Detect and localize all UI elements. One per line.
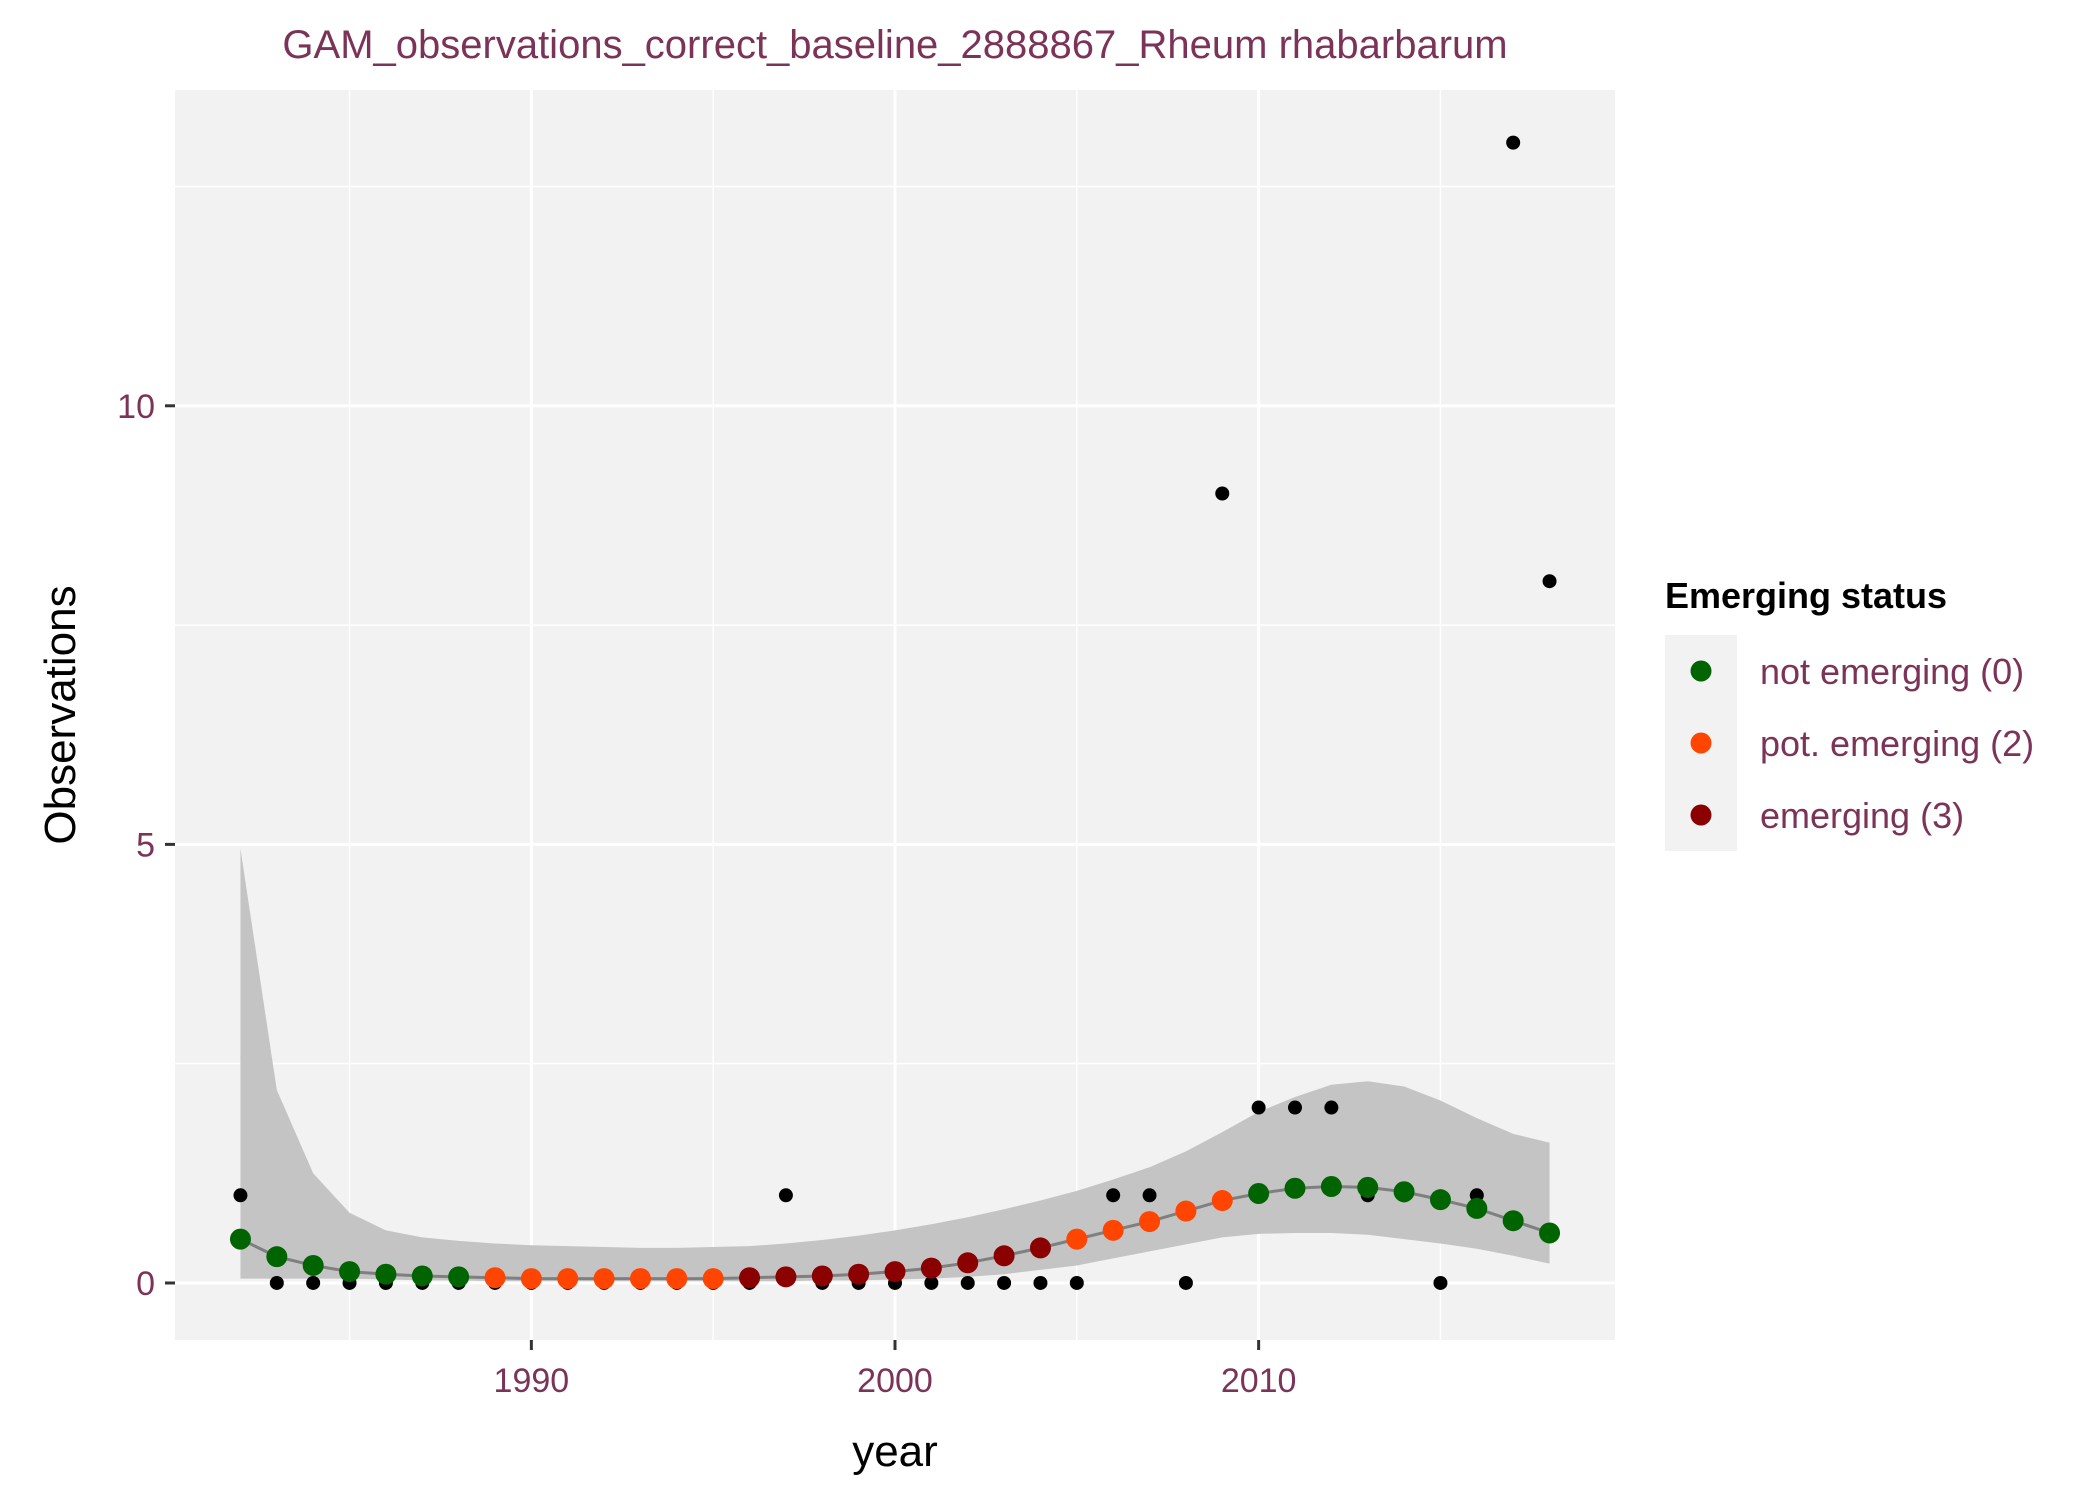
- observed-point: [1288, 1100, 1302, 1115]
- fitted-point: [520, 1268, 542, 1290]
- legend-entries: not emerging (0) pot. emerging (2) emergin…: [1690, 651, 2034, 836]
- observed-point: [1069, 1275, 1084, 1290]
- fitted-point: [848, 1263, 870, 1285]
- observed-point: [1542, 574, 1557, 589]
- legend-key: [1690, 732, 1712, 754]
- confidence-band: [240, 848, 1550, 1282]
- fitted-point: [411, 1265, 433, 1287]
- observed-point: [1215, 486, 1230, 501]
- observed-point: [1033, 1275, 1048, 1290]
- y-axis: 0 5 10: [117, 388, 175, 1303]
- legend: Emerging status not emerging (0) pot. eme…: [1665, 575, 2034, 851]
- fitted-point: [1211, 1190, 1233, 1212]
- fitted-point: [229, 1228, 251, 1250]
- fitted-point: [775, 1266, 797, 1288]
- fitted-point: [1320, 1175, 1342, 1197]
- fitted-point: [1357, 1176, 1379, 1198]
- fitted-point: [957, 1252, 979, 1274]
- fitted-point: [1502, 1210, 1524, 1232]
- fitted-point: [557, 1268, 579, 1290]
- x-axis: 1990 2000 2010: [494, 1340, 1297, 1400]
- fitted-point: [702, 1268, 724, 1290]
- fitted-point: [593, 1268, 615, 1290]
- legend-label: pot. emerging (2): [1760, 723, 2034, 764]
- x-tick-label: 2010: [1221, 1362, 1297, 1400]
- y-tick-label: 10: [117, 388, 155, 426]
- y-axis-title: Observations: [36, 585, 85, 844]
- observed-point: [233, 1188, 248, 1203]
- observed-point: [1142, 1188, 1157, 1203]
- observed-point: [1433, 1275, 1448, 1290]
- observed-point: [269, 1275, 284, 1290]
- observed-point: [924, 1275, 939, 1290]
- fitted-point: [920, 1257, 942, 1279]
- fitted-point: [884, 1261, 906, 1283]
- fitted-point: [302, 1254, 324, 1276]
- fitted-point: [266, 1246, 288, 1268]
- legend-key: [1690, 660, 1712, 682]
- observed-point: [960, 1275, 975, 1290]
- fitted-point: [484, 1267, 506, 1289]
- fitted-point: [1429, 1189, 1451, 1211]
- fitted-point: [811, 1265, 833, 1287]
- fitted-point: [1393, 1181, 1415, 1203]
- fitted-point: [739, 1267, 761, 1289]
- fitted-point: [1284, 1177, 1306, 1199]
- legend-title: Emerging status: [1665, 575, 1947, 616]
- fitted-point: [666, 1268, 688, 1290]
- observed-point: [306, 1275, 321, 1290]
- fitted-point: [1466, 1197, 1488, 1219]
- observed-point: [997, 1275, 1012, 1290]
- fitted-point: [375, 1263, 397, 1285]
- chart-title: GAM_observations_correct_baseline_288886…: [282, 23, 1507, 67]
- x-axis-title: year: [852, 1427, 938, 1476]
- fitted-point: [1248, 1183, 1270, 1205]
- x-tick-label: 1990: [494, 1362, 570, 1400]
- fitted-points: [229, 1175, 1561, 1290]
- fitted-point: [993, 1245, 1015, 1267]
- observed-point: [1324, 1100, 1339, 1115]
- fitted-point: [1066, 1228, 1088, 1250]
- fitted-point: [1102, 1219, 1124, 1241]
- observed-point: [1106, 1188, 1121, 1203]
- legend-label: not emerging (0): [1760, 651, 2024, 692]
- x-tick-label: 2000: [857, 1362, 933, 1400]
- legend-label: emerging (3): [1760, 795, 1964, 836]
- fitted-point: [1175, 1200, 1197, 1222]
- fitted-point: [629, 1268, 651, 1290]
- y-tick-label: 5: [136, 826, 155, 864]
- observed-point: [1178, 1275, 1193, 1290]
- observed-point: [778, 1188, 793, 1203]
- fitted-point: [1539, 1222, 1561, 1244]
- fitted-point: [448, 1266, 470, 1288]
- fitted-point: [339, 1261, 361, 1283]
- observed-point: [1251, 1100, 1266, 1115]
- fitted-point: [1139, 1211, 1161, 1233]
- y-tick-label: 0: [136, 1265, 155, 1303]
- fitted-point: [1029, 1237, 1051, 1259]
- legend-key: [1690, 804, 1712, 826]
- observed-point: [1506, 135, 1521, 150]
